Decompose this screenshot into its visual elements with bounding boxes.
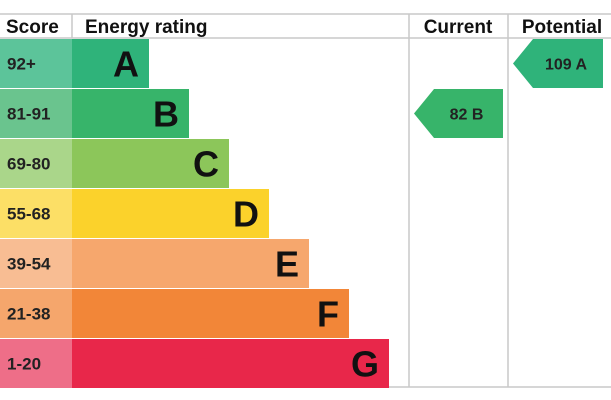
band-d: 55-68 D	[0, 189, 269, 238]
rating-bar	[72, 139, 229, 188]
score-label: 1-20	[7, 355, 41, 374]
band-letter: B	[153, 94, 179, 135]
rating-bar	[72, 339, 389, 388]
rating-bar	[72, 89, 189, 138]
score-label: 39-54	[7, 255, 51, 274]
band-b: 81-91 B	[0, 89, 189, 138]
potential-rating-arrow: 109 A	[513, 39, 603, 88]
rating-bands: 92+ A 81-91 B 69-80 C 55-68 D 39-54 E 21-38 F 1-20 G	[0, 39, 389, 388]
score-cell	[0, 89, 72, 138]
score-cell	[0, 239, 72, 288]
score-label: 81-91	[7, 105, 50, 124]
score-cell	[0, 39, 72, 88]
rating-bar	[72, 39, 149, 88]
band-c: 69-80 C	[0, 139, 229, 188]
current-rating-arrow: 82 B	[414, 89, 503, 138]
rating-bar	[72, 239, 309, 288]
score-label: 21-38	[7, 305, 50, 324]
band-f: 21-38 F	[0, 289, 349, 338]
band-g: 1-20 G	[0, 339, 389, 388]
band-letter: G	[351, 344, 379, 385]
band-letter: E	[275, 244, 299, 285]
potential-arrow-shape	[513, 39, 603, 88]
header-current: Current	[424, 17, 493, 38]
score-label: 69-80	[7, 155, 50, 174]
score-cell	[0, 189, 72, 238]
band-letter: D	[233, 194, 259, 235]
band-e: 39-54 E	[0, 239, 309, 288]
band-letter: C	[193, 144, 219, 185]
rating-arrows: 82 B 109 A	[414, 39, 603, 138]
table-header: Score Energy rating Current Potential	[6, 17, 602, 38]
score-label: 92+	[7, 55, 36, 74]
score-cell	[0, 289, 72, 338]
score-label: 55-68	[7, 205, 50, 224]
score-cell	[0, 339, 72, 388]
header-energy-rating: Energy rating	[85, 17, 207, 38]
band-a: 92+ A	[0, 39, 149, 88]
header-potential: Potential	[522, 17, 602, 38]
current-arrow-shape	[414, 89, 503, 138]
current-arrow-label: 82 B	[450, 107, 484, 124]
rating-bar	[72, 189, 269, 238]
header-score: Score	[6, 17, 59, 38]
score-cell	[0, 139, 72, 188]
rating-bar	[72, 289, 349, 338]
band-letter: A	[113, 44, 139, 85]
band-letter: F	[317, 294, 339, 335]
potential-arrow-label: 109 A	[545, 57, 588, 74]
